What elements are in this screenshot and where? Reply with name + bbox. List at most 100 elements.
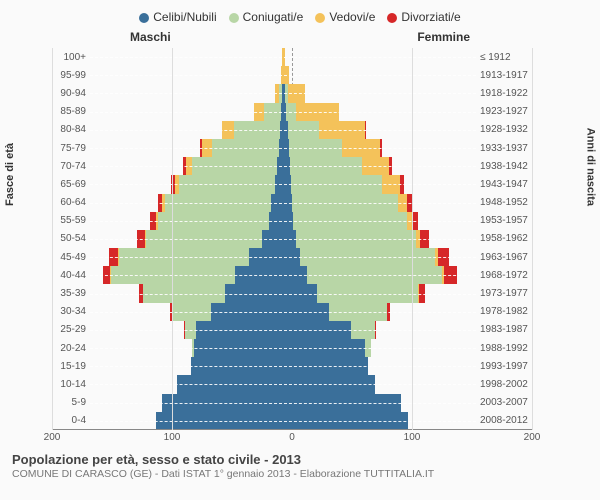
segment-married (365, 339, 371, 357)
birth-year-label: 2008-2012 (476, 415, 532, 426)
x-tick-label: 200 (44, 432, 61, 443)
segment-single (191, 357, 283, 375)
legend-label: Divorziati/e (401, 10, 460, 24)
age-label: 90-94 (52, 88, 90, 99)
segment-divorced (389, 157, 392, 175)
pyramid-row: 95-991913-1917 (52, 66, 532, 84)
segment-single (262, 230, 283, 248)
segment-married (296, 230, 417, 248)
segment-single (283, 157, 290, 175)
pyramid-row: 0-42008-2012 (52, 412, 532, 430)
age-label: 10-14 (52, 379, 90, 390)
birth-year-label: 1953-1957 (476, 215, 532, 226)
pyramid-row: 85-891923-1927 (52, 103, 532, 121)
segment-single (283, 321, 351, 339)
birth-year-label: 1928-1932 (476, 124, 532, 135)
legend-label: Vedovi/e (329, 10, 375, 24)
male-bar (90, 194, 283, 212)
male-bar (90, 121, 283, 139)
segment-widowed (398, 194, 408, 212)
age-label: 75-79 (52, 143, 90, 154)
male-bar (90, 139, 283, 157)
segment-married (351, 321, 375, 339)
birth-year-label: 1978-1982 (476, 306, 532, 317)
male-bar (90, 321, 283, 339)
segment-divorced (419, 284, 425, 302)
bar-pair (90, 84, 476, 102)
age-label: 35-39 (52, 288, 90, 299)
segment-married (286, 103, 296, 121)
segment-divorced (109, 248, 118, 266)
male-bar (90, 248, 283, 266)
segment-divorced (412, 212, 418, 230)
segment-widowed (202, 139, 212, 157)
segment-single (283, 339, 365, 357)
bar-pair (90, 212, 476, 230)
segment-single (283, 284, 317, 302)
bar-pair (90, 375, 476, 393)
female-bar (283, 357, 476, 375)
x-axis: 2001000100200 (52, 429, 532, 444)
pyramid-row: 20-241988-1992 (52, 339, 532, 357)
vertical-gridline (532, 48, 533, 430)
birth-year-label: 1938-1942 (476, 161, 532, 172)
female-bar (283, 103, 476, 121)
male-header: Maschi (130, 30, 171, 44)
female-bar (283, 339, 476, 357)
pyramid-row: 40-441968-1972 (52, 266, 532, 284)
legend-item: Vedovi/e (315, 10, 375, 24)
segment-widowed (296, 103, 339, 121)
segment-married (172, 303, 211, 321)
segment-divorced (400, 175, 404, 193)
segment-married (291, 175, 383, 193)
age-label: 5-9 (52, 397, 90, 408)
female-bar (283, 248, 476, 266)
pyramid-row: 80-84 1928-1932 (52, 121, 532, 139)
male-bar (90, 412, 283, 430)
female-bar (283, 66, 476, 84)
segment-married (158, 212, 269, 230)
x-tick-label: 200 (524, 432, 541, 443)
segment-married (146, 230, 262, 248)
population-pyramid-chart: Celibi/NubiliConiugati/eVedovi/eDivorzia… (0, 0, 600, 448)
bar-pair (90, 339, 476, 357)
legend-label: Celibi/Nubili (153, 10, 216, 24)
age-label: 85-89 (52, 106, 90, 117)
segment-married (192, 157, 277, 175)
pyramid-row: 45-491963-1967 (52, 248, 532, 266)
segment-single (196, 321, 283, 339)
bar-pair (90, 357, 476, 375)
segment-divorced (420, 230, 429, 248)
age-label: 45-49 (52, 252, 90, 263)
vertical-gridline (52, 48, 53, 430)
segment-single (283, 194, 292, 212)
legend-swatch (139, 13, 149, 23)
pyramid-row: 35-391973-1977 (52, 284, 532, 302)
segment-widowed (362, 157, 389, 175)
segment-married (307, 266, 442, 284)
male-bar (90, 266, 283, 284)
segment-divorced (387, 303, 390, 321)
birth-year-label: 1958-1962 (476, 233, 532, 244)
segment-single (194, 339, 283, 357)
segment-single (275, 175, 283, 193)
male-bar (90, 284, 283, 302)
x-axis-ticks: 2001000100200 (52, 430, 532, 444)
bar-pair (90, 48, 476, 66)
pyramid-row: 100+≤ 1912 (52, 48, 532, 66)
age-label: 80-84 (52, 124, 90, 135)
segment-widowed (319, 121, 365, 139)
chart-subtitle: COMUNE DI CARASCO (GE) - Dati ISTAT 1° g… (12, 468, 588, 480)
bar-pair (90, 394, 476, 412)
male-bar (90, 303, 283, 321)
segment-single (283, 266, 307, 284)
pyramid-row: 50-541958-1962 (52, 230, 532, 248)
segment-married (119, 248, 249, 266)
segment-married (293, 212, 407, 230)
legend-swatch (229, 13, 239, 23)
female-bar (283, 394, 476, 412)
plot-area: Fasce di età Anni di nascita 100+≤ 19129… (10, 48, 590, 444)
bar-pair (90, 175, 476, 193)
male-bar (90, 230, 283, 248)
birth-year-label: 1948-1952 (476, 197, 532, 208)
